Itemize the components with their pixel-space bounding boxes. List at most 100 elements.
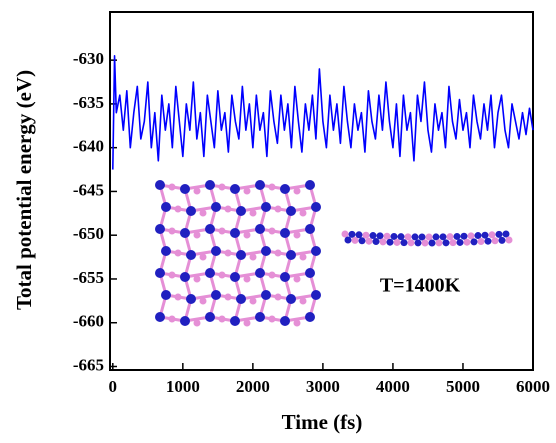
atom [244, 276, 251, 283]
atom [496, 231, 503, 238]
atom [305, 180, 315, 190]
atom [175, 250, 182, 257]
atom [161, 290, 171, 300]
atom [250, 254, 257, 261]
atom [169, 272, 176, 279]
atom [478, 238, 485, 245]
atom [300, 254, 307, 261]
atom [219, 184, 226, 191]
atom [236, 250, 246, 260]
atom [200, 254, 207, 261]
atom [250, 210, 257, 217]
atom [503, 231, 510, 238]
atom [155, 312, 165, 322]
atom [180, 228, 190, 238]
atom [370, 232, 377, 239]
atom [255, 312, 265, 322]
atom [475, 232, 482, 239]
atom [186, 294, 196, 304]
atom [394, 239, 401, 246]
atom [426, 233, 433, 240]
atom [236, 294, 246, 304]
atom [230, 228, 240, 238]
atom [471, 238, 478, 245]
atom [443, 239, 450, 246]
atom [219, 272, 226, 279]
atom [186, 206, 196, 216]
atom [300, 298, 307, 305]
inset-structures [155, 180, 513, 327]
atom [169, 228, 176, 235]
atom [345, 237, 352, 244]
atom [429, 239, 436, 246]
atom [225, 206, 232, 213]
atom [440, 233, 447, 240]
atom [311, 290, 321, 300]
atom [180, 184, 190, 194]
atom [280, 184, 290, 194]
atom [205, 180, 215, 190]
atom [225, 250, 232, 257]
atom [294, 232, 301, 239]
atom [280, 228, 290, 238]
atom [155, 268, 165, 278]
atom [169, 316, 176, 323]
atom [230, 272, 240, 282]
atom [155, 224, 165, 234]
atom [352, 237, 359, 244]
atom [261, 290, 271, 300]
atom [305, 268, 315, 278]
atom [250, 298, 257, 305]
atom [275, 250, 282, 257]
atom [300, 210, 307, 217]
y-tick-label: -645 [73, 180, 104, 199]
atom [506, 237, 513, 244]
atom [489, 231, 496, 238]
atom [311, 246, 321, 256]
data-line [113, 56, 533, 170]
atom [405, 233, 412, 240]
atom [155, 180, 165, 190]
atom [194, 276, 201, 283]
atom [269, 184, 276, 191]
atom [244, 188, 251, 195]
atom [161, 202, 171, 212]
atom [255, 180, 265, 190]
atom [175, 206, 182, 213]
y-axis-title: Total potential energy (eV) [12, 70, 36, 310]
atom [236, 206, 246, 216]
atom [436, 239, 443, 246]
x-tick-label: 2000 [236, 377, 270, 396]
atom [261, 202, 271, 212]
atom [194, 188, 201, 195]
atom [342, 231, 349, 238]
atom [373, 238, 380, 245]
x-tick-label: 5000 [446, 377, 480, 396]
atom [244, 232, 251, 239]
atom [255, 268, 265, 278]
atom [211, 246, 221, 256]
x-tick-label: 6000 [516, 377, 550, 396]
x-axis-title: Time (fs) [282, 410, 363, 434]
atom [286, 250, 296, 260]
atom [419, 233, 426, 240]
atom [356, 231, 363, 238]
atom [186, 250, 196, 260]
atom [200, 298, 207, 305]
atom [305, 224, 315, 234]
y-tick-label: -650 [73, 224, 104, 243]
atom [275, 206, 282, 213]
atom [366, 238, 373, 245]
atom [398, 233, 405, 240]
atom [286, 294, 296, 304]
atom [454, 233, 461, 240]
y-tick-label: -630 [73, 49, 104, 68]
atom [380, 238, 387, 245]
atom [280, 272, 290, 282]
atom [464, 239, 471, 246]
atom [269, 228, 276, 235]
atom [384, 233, 391, 240]
atom [408, 239, 415, 246]
atom [363, 232, 370, 239]
chart: Time (fs) Total potential energy (eV) T=… [0, 0, 556, 443]
